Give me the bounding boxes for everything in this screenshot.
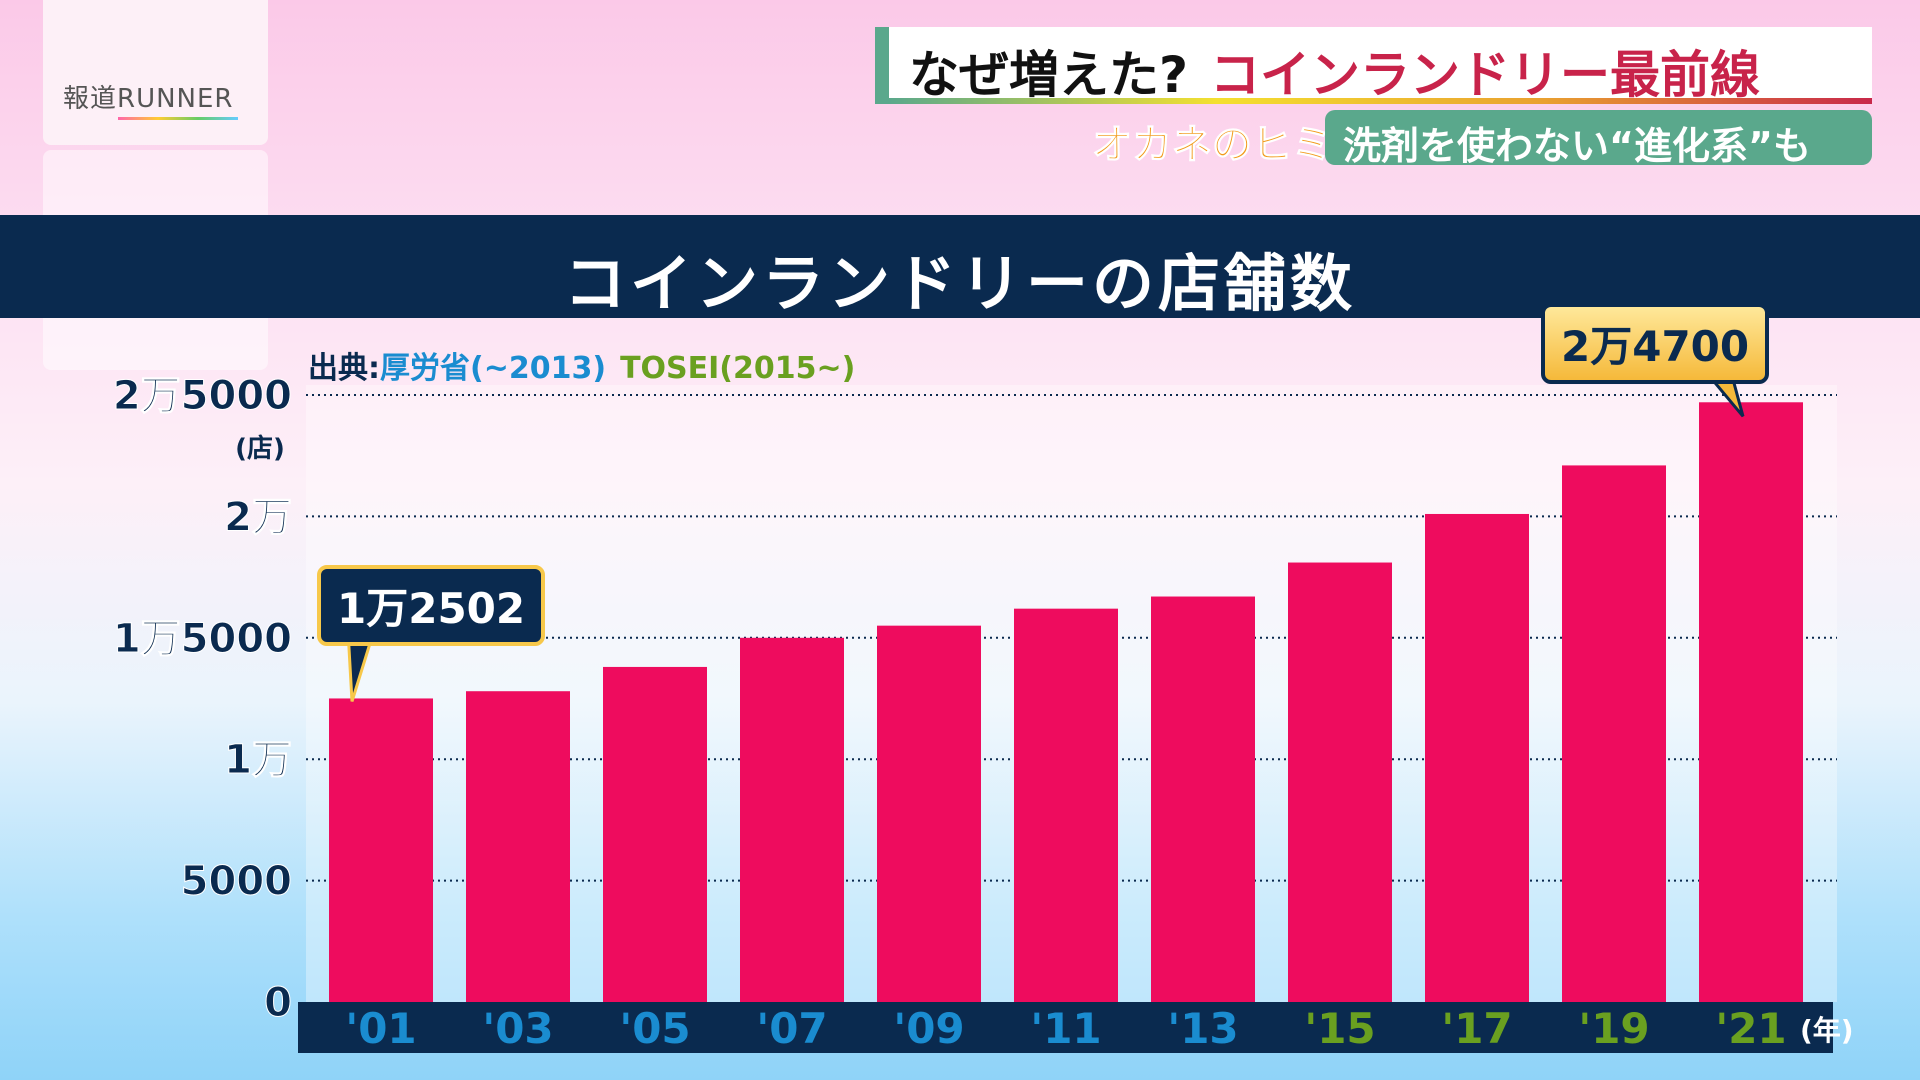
x-tick-label: '17	[1441, 1004, 1512, 1053]
logo-text: 報道RUNNER	[63, 84, 234, 114]
bar-15	[1288, 562, 1392, 1002]
bar-11	[1014, 608, 1118, 1002]
callout-first: 1万2502	[317, 565, 546, 646]
y-tick-label: 1万	[224, 737, 292, 783]
headline-topic: コインランドリー最前線	[1210, 46, 1761, 104]
x-tick-label: '13	[1167, 1004, 1238, 1053]
y-tick-label: 1万5000	[113, 616, 292, 662]
x-tick-label: '05	[619, 1004, 690, 1053]
bar-17	[1425, 513, 1529, 1002]
x-axis-band	[298, 1002, 1833, 1053]
bar-03	[466, 691, 570, 1002]
x-tick-label: '15	[1304, 1004, 1375, 1053]
headline-banner: なぜ増えた? コインランドリー最前線	[875, 27, 1872, 104]
chart-source: 出典:厚労省(~2013) TOSEI(2015~)	[308, 343, 855, 387]
bar-19	[1562, 465, 1666, 1002]
x-tick-label: '11	[1030, 1004, 1101, 1053]
x-tick-label: '21	[1715, 1004, 1786, 1053]
source-label: 出典:	[308, 351, 380, 386]
y-tick-label: 5000	[181, 859, 292, 905]
y-tick-label: 0	[264, 980, 292, 1026]
bar-13	[1151, 596, 1255, 1002]
y-axis-unit: (店)	[235, 434, 285, 464]
callout-last: 2万4700	[1541, 303, 1770, 384]
bar-09	[877, 625, 981, 1002]
x-tick-label: '19	[1578, 1004, 1649, 1053]
x-tick-label: '03	[482, 1004, 553, 1053]
x-axis-unit: (年)	[1800, 1014, 1854, 1047]
headline-question: なぜ増えた?	[909, 46, 1189, 104]
source-mhlw: 厚労省(~2013)	[380, 351, 607, 386]
x-tick-label: '09	[893, 1004, 964, 1053]
bar-07	[740, 637, 844, 1002]
bar-01	[329, 698, 433, 1002]
bar-05	[603, 666, 707, 1002]
x-tick-label: '01	[345, 1004, 416, 1053]
y-tick-label: 2万5000	[113, 373, 292, 419]
source-tosei: TOSEI(2015~)	[620, 351, 856, 386]
y-tick-label: 2万	[224, 494, 292, 540]
x-tick-label: '07	[756, 1004, 827, 1053]
chart-title-banner: コインランドリーの店舗数	[0, 215, 1920, 320]
program-logo: 報道RUNNER	[43, 0, 268, 145]
subtitle-banner: 洗剤を使わない“進化系”も	[1325, 110, 1872, 168]
chart-title: コインランドリーの店舗数	[563, 247, 1356, 320]
bar-21	[1699, 402, 1803, 1002]
